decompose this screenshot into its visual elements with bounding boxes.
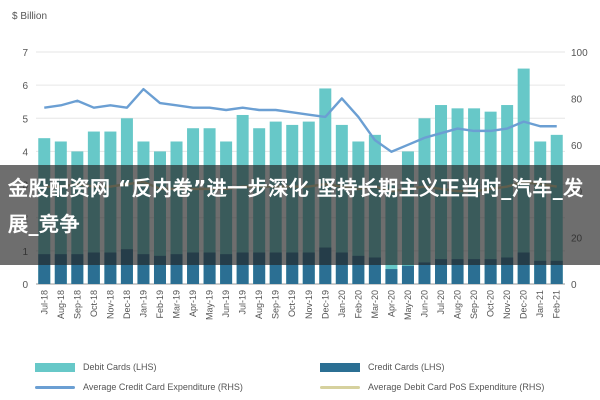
x-tick-label: Feb-19	[155, 290, 165, 319]
legend-swatch-debit	[35, 362, 75, 372]
credit-bar	[468, 259, 481, 284]
x-tick-label: Oct-19	[287, 290, 297, 317]
x-tick-label: Jun-20	[419, 290, 429, 318]
overlay-banner	[0, 165, 600, 265]
legend-swatch-credit	[320, 362, 360, 372]
right-tick-label: 60	[571, 141, 583, 152]
left-axis-label: $ Billion	[12, 11, 47, 22]
right-tick-label: 100	[571, 48, 588, 59]
x-tick-label: Jul-19	[238, 290, 248, 315]
legend-label-debit: Debit Cards (LHS)	[83, 362, 157, 372]
x-tick-label: Dec-19	[320, 290, 330, 319]
legend-item-avg-debit: Average Debit Card PoS Expenditure (RHS)	[320, 382, 544, 392]
x-tick-label: Aug-19	[254, 290, 264, 319]
right-tick-label: 0	[571, 280, 577, 291]
x-tick-label: May-20	[403, 290, 413, 320]
avg-credit-line	[44, 87, 557, 153]
x-tick-label: Apr-19	[188, 290, 198, 317]
x-tick-label: Aug-18	[56, 290, 66, 319]
x-tick-label: Dec-18	[122, 290, 132, 319]
legend-label-avg-debit: Average Debit Card PoS Expenditure (RHS)	[368, 382, 545, 392]
credit-bar	[534, 260, 547, 284]
credit-bar	[385, 269, 398, 284]
x-tick-label: Jan-21	[535, 290, 545, 318]
credit-bar	[451, 259, 464, 284]
x-tick-label: Jun-19	[221, 290, 231, 318]
credit-bar	[418, 262, 431, 284]
left-tick-label: 4	[22, 147, 28, 158]
credit-bar	[401, 265, 414, 284]
x-tick-label: Apr-20	[386, 290, 396, 317]
legend-label-credit: Credit Cards (LHS)	[368, 362, 445, 372]
x-tick-label: Sep-19	[271, 290, 281, 319]
left-tick-label: 0	[22, 280, 28, 291]
right-tick-label: 80	[571, 94, 583, 105]
legend-item-credit: Credit Cards (LHS)	[320, 362, 445, 372]
x-tick-label: Nov-19	[304, 290, 314, 319]
x-tick-label: Sep-20	[469, 290, 479, 319]
x-tick-label: Aug-20	[453, 290, 463, 319]
x-tick-label: Oct-18	[89, 290, 99, 317]
x-tick-label: Jan-20	[337, 290, 347, 318]
credit-bar	[435, 259, 448, 284]
x-tick-label: Feb-20	[353, 290, 363, 319]
x-tick-label: Sep-18	[72, 290, 82, 319]
legend-swatch-avg-credit	[35, 385, 75, 389]
left-tick-label: 6	[22, 81, 28, 92]
x-tick-label: Feb-21	[552, 290, 562, 319]
x-tick-label: Jan-19	[138, 290, 148, 318]
overlay-title: 金股配资网 “反内卷”进一步深化 坚持长期主义正当时_汽车_发展_竞争	[8, 176, 584, 236]
left-tick-label: 5	[22, 114, 28, 125]
x-axis-ticks: Jul-18 Aug-18 Sep-18 Oct-18 Nov-18 Dec-18 Jan-…	[39, 290, 561, 320]
x-tick-label: May-19	[205, 290, 215, 320]
x-tick-label: Jul-20	[436, 290, 446, 315]
legend-item-avg-credit: Average Credit Card Expenditure (RHS)	[35, 382, 243, 392]
x-tick-label: Oct-20	[486, 290, 496, 317]
credit-bar	[484, 259, 497, 284]
x-tick-label: Dec-20	[519, 290, 529, 319]
x-tick-label: Mar-19	[172, 290, 182, 319]
x-tick-label: Jul-18	[39, 290, 49, 315]
x-tick-label: Mar-20	[370, 290, 380, 319]
left-tick-label: 7	[22, 48, 28, 59]
x-tick-label: Nov-18	[105, 290, 115, 319]
legend-label-avg-credit: Average Credit Card Expenditure (RHS)	[83, 382, 243, 392]
legend-swatch-avg-debit	[320, 385, 360, 389]
legend-item-debit: Debit Cards (LHS)	[35, 362, 157, 372]
credit-bar	[550, 260, 563, 284]
legend: Debit Cards (LHS) Credit Cards (LHS) Ave…	[0, 356, 600, 400]
x-tick-label: Nov-20	[502, 290, 512, 319]
